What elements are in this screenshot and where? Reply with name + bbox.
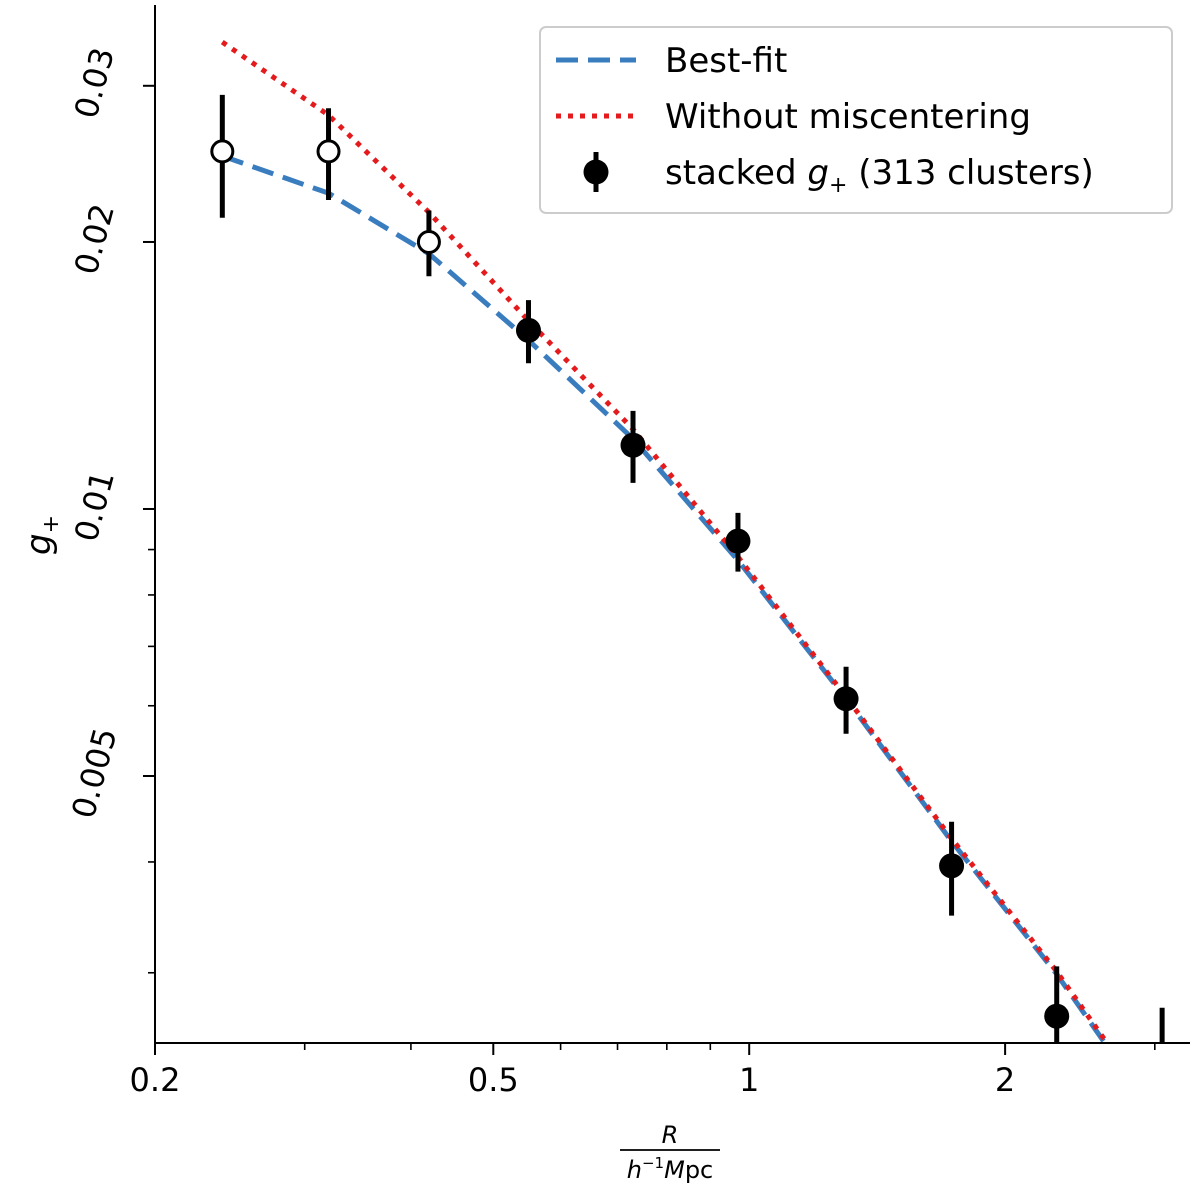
data-point — [1044, 1003, 1070, 1029]
data-point — [939, 853, 965, 879]
series-line-without-miscentering — [220, 40, 1111, 1043]
x-tick-label: 2 — [995, 1061, 1015, 1099]
x-tick-label: 1 — [739, 1061, 759, 1099]
data-point — [210, 139, 235, 164]
legend-label-stacked: stacked g+ (313 clusters) — [665, 153, 1094, 198]
y-axis-label: g+ — [19, 515, 64, 555]
x-axis-label-numerator: R — [662, 1121, 679, 1149]
data-point — [725, 528, 751, 554]
legend-swatch-point — [583, 159, 609, 185]
x-axis-label-denominator: h−1Mpc — [627, 1154, 714, 1184]
y-tick-label: 0.02 — [67, 200, 122, 279]
plot-area — [210, 40, 1175, 1070]
series-group — [210, 40, 1175, 1070]
data-point — [515, 317, 541, 343]
y-axis-label-sub: + — [39, 515, 64, 533]
series-line-best-fit — [221, 153, 1108, 1043]
legend: Best-fit Without miscentering stacked g+ (… — [539, 26, 1173, 214]
y-tick-label: 0.01 — [67, 467, 122, 546]
data-point — [1150, 1045, 1175, 1070]
data-point — [416, 229, 441, 254]
data-point — [620, 432, 646, 458]
x-tick-label: 0.5 — [468, 1061, 519, 1099]
x-tick-label: 0.2 — [130, 1061, 181, 1099]
data-point — [316, 139, 341, 164]
data-point — [833, 686, 859, 712]
y-tick-label: 0.005 — [64, 724, 124, 822]
legend-label-without-miscentering: Without miscentering — [665, 97, 1031, 137]
y-tick-label: 0.03 — [67, 44, 122, 123]
legend-label-best-fit: Best-fit — [665, 41, 787, 81]
legend-box — [539, 26, 1173, 214]
